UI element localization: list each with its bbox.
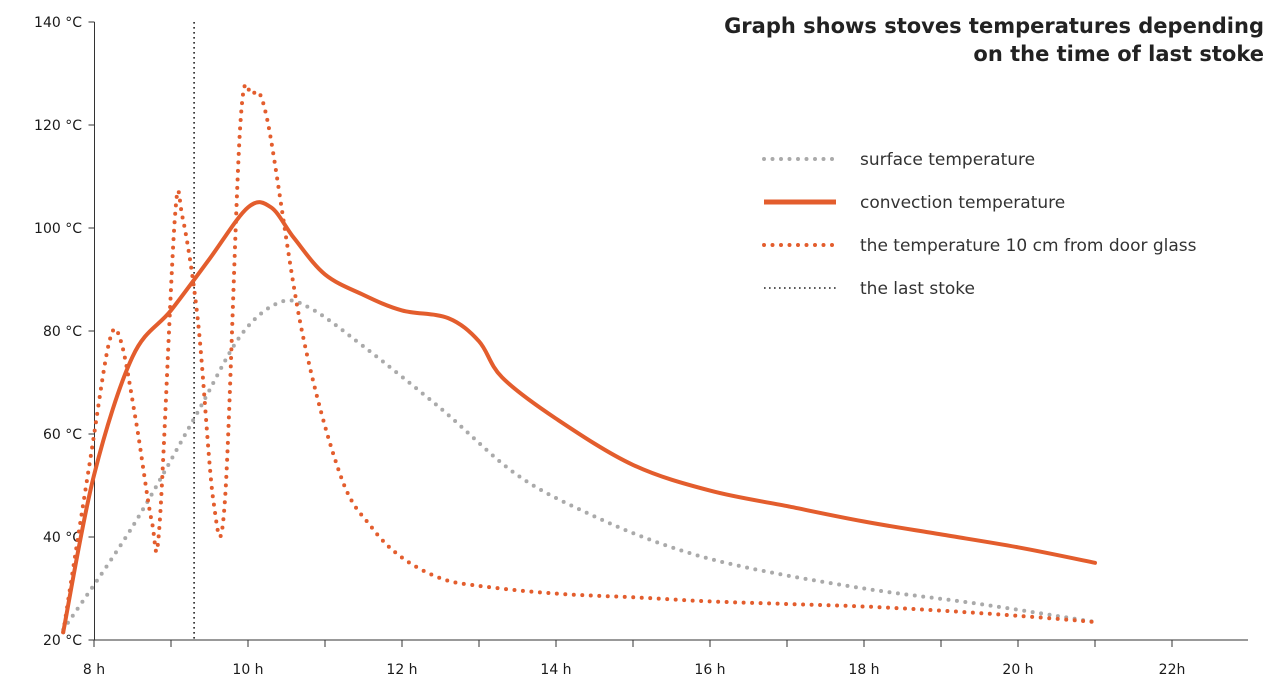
legend-convection-temperature-label: convection temperature <box>860 193 1065 213</box>
x-tick-label: 8 h <box>83 662 105 678</box>
legend-door-glass-temperature-label: the temperature 10 cm from door glass <box>860 236 1197 256</box>
surface-temperature-line <box>61 298 1097 632</box>
y-tick-label: 40 °C <box>43 530 82 546</box>
x-tick-label: 14 h <box>540 662 571 678</box>
y-tick-label: 80 °C <box>43 324 82 340</box>
x-tick-label: 12 h <box>386 662 417 678</box>
legend-surface-temperature-label: surface temperature <box>860 150 1035 170</box>
x-tick-label: 20 h <box>1002 662 1033 678</box>
chart-title-line-2: on the time of last stoke <box>973 42 1264 66</box>
x-tick-label: 16 h <box>694 662 725 678</box>
door-glass-temperature-line <box>61 82 1097 635</box>
x-tick-label: 22h <box>1159 662 1186 678</box>
x-tick-label: 10 h <box>232 662 263 678</box>
y-tick-label: 140 °C <box>34 15 82 31</box>
legend-last-stoke-label: the last stoke <box>860 279 975 299</box>
y-tick-label: 60 °C <box>43 427 82 443</box>
y-tick-label: 100 °C <box>34 221 82 237</box>
chart-title: Graph shows stoves temperatures dependin… <box>724 12 1264 68</box>
y-tick-label: 120 °C <box>34 118 82 134</box>
chart-title-line-1: Graph shows stoves temperatures dependin… <box>724 14 1264 38</box>
y-tick-label: 20 °C <box>43 633 82 649</box>
convection-temperature-line <box>61 200 1097 635</box>
x-tick-label: 18 h <box>848 662 879 678</box>
